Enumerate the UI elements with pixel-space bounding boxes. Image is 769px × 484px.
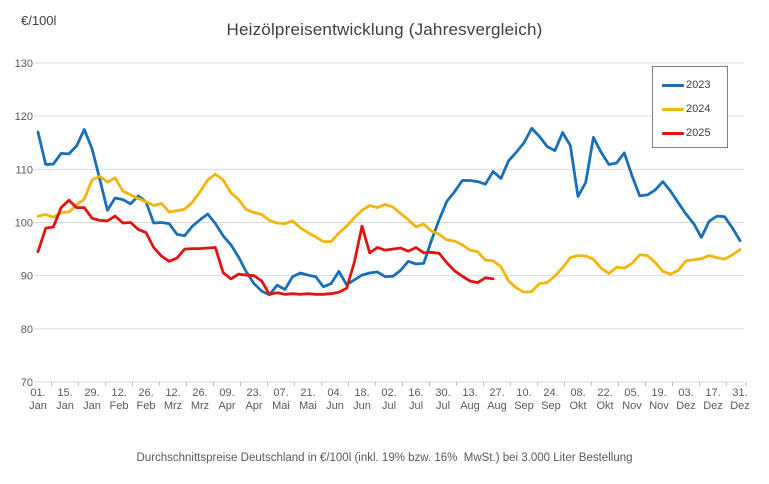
- legend-label-2024: 2024: [686, 103, 711, 115]
- legend-line-swatch-2023: [662, 83, 684, 87]
- x-tick-label: 12. Feb: [110, 387, 129, 412]
- x-tick-label: 26. Mrz: [191, 387, 209, 412]
- x-tick-label: 13. Aug: [460, 387, 480, 412]
- y-axis-unit-label: €/100l: [21, 13, 57, 28]
- x-tick-label: 31. Dez: [730, 387, 750, 412]
- x-tick-label: 27. Aug: [487, 387, 507, 412]
- x-tick-label: 09. Apr: [218, 387, 235, 412]
- x-tick-label: 02. Jul: [381, 387, 396, 412]
- series-2024-line: [36, 172, 742, 294]
- x-tick-label: 30. Jul: [435, 387, 450, 412]
- x-tick-label: 03. Dez: [676, 387, 696, 412]
- x-tick-label: 04. Jun: [326, 387, 344, 412]
- y-tick-label: 80: [21, 324, 33, 336]
- x-tick-label: 05. Nov: [622, 387, 642, 412]
- y-tick-label: 120: [15, 111, 33, 123]
- chart-legend: 2023 2024 2025: [652, 66, 728, 148]
- legend-entry-2025: 2025: [653, 121, 727, 145]
- x-tick-label: 08. Okt: [569, 387, 586, 412]
- x-tick-label: 21. Mai: [299, 387, 317, 412]
- y-tick-label: 70: [21, 377, 33, 389]
- y-tick-label: 130: [15, 58, 33, 70]
- legend-label-2023: 2023: [686, 79, 711, 91]
- x-tick-label: 22. Okt: [596, 387, 613, 412]
- x-tick-label: 07. Mai: [272, 387, 290, 412]
- x-tick-label: 23. Apr: [245, 387, 262, 412]
- legend-line-swatch-2025: [662, 131, 684, 135]
- y-tick-label: 100: [15, 218, 33, 230]
- legend-entry-2023: 2023: [653, 73, 727, 97]
- y-tick-label: 90: [21, 271, 33, 283]
- chart-title: Heizölpreisentwicklung (Jahresvergleich): [226, 20, 543, 39]
- x-tick-label: 17. Dez: [703, 387, 723, 412]
- legend-entry-2024: 2024: [653, 97, 727, 121]
- series-2023-line: [36, 127, 742, 297]
- legend-label-2025: 2025: [686, 127, 711, 139]
- footer-note: Durchschnittspreise Deutschland in €/100…: [136, 452, 633, 464]
- legend-line-swatch-2024: [662, 107, 684, 111]
- x-tick-label: 12. Mrz: [164, 387, 182, 412]
- x-tick-label: 24. Sep: [541, 387, 561, 412]
- x-tick-label: 01. Jan: [29, 387, 47, 412]
- x-tick-label: 26. Feb: [137, 387, 156, 412]
- x-tick-label: 15. Jan: [56, 387, 74, 412]
- x-tick-label: 19. Nov: [649, 387, 669, 412]
- x-tick-label: 16. Jul: [408, 387, 423, 412]
- series-2025-line: [36, 198, 495, 296]
- x-tick-label: 29. Jan: [83, 387, 101, 412]
- x-tick-label: 10. Sep: [514, 387, 534, 412]
- x-tick-label: 18. Jun: [353, 387, 371, 412]
- y-tick-label: 110: [15, 164, 33, 176]
